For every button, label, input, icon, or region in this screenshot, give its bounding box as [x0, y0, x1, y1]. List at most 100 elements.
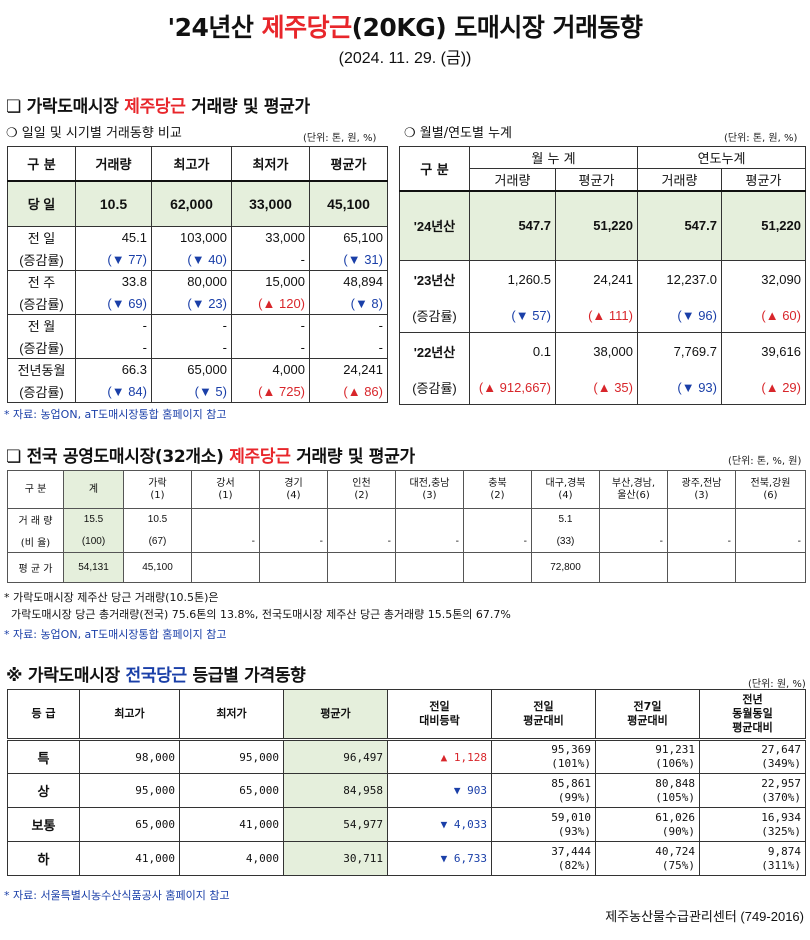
change-cell: (▼ 93) — [637, 370, 722, 405]
table-row: (증감률) - - - - — [7, 336, 388, 359]
change-cell: - — [309, 336, 388, 359]
column-header: 최저가 — [231, 146, 310, 181]
value-cell — [599, 508, 668, 531]
row-label: '23년산 — [399, 260, 470, 299]
section2-unit: (단위: 톤, %, 원) — [728, 456, 802, 467]
avg-price: 96,497 — [283, 739, 388, 774]
table-row: (증감률) (▼ 57) (▲ 111) (▼ 96) (▲ 60) — [399, 298, 806, 333]
table-row: 거 래 량 15.5 10.5 5.1 — [7, 508, 806, 531]
change-cell: - — [231, 336, 310, 359]
comparison-pct: (75%) — [661, 858, 695, 872]
value-cell: 33,000 — [231, 226, 310, 249]
value-cell: - — [599, 530, 668, 553]
comparison-avg: 37,444 — [551, 844, 591, 858]
daily-diff: ▼ 903 — [387, 773, 492, 808]
change-cell: (▼ 77) — [75, 248, 152, 271]
value-cell: 33.8 — [75, 270, 152, 293]
row-label: 전 일 — [7, 226, 76, 249]
value-cell: 4,000 — [231, 358, 310, 381]
column-header: 평균가 — [283, 689, 388, 741]
comparison-pct: (325%) — [761, 824, 801, 838]
comparison-cell: 27,647 (349%) — [699, 739, 806, 774]
section1-left-subtitle: ❍ 일일 및 시기별 거래동향 비교 — [6, 126, 182, 141]
change-cell: - — [75, 336, 152, 359]
min-price: 65,000 — [179, 773, 284, 808]
row-label: 당 일 — [7, 179, 76, 227]
value-cell: 24,241 — [555, 260, 638, 299]
column-header-line: (1) — [218, 489, 233, 501]
change-cell: (▲ 912,667) — [469, 370, 556, 405]
table-row: 평 균 가 54,131 45,100 72,800 — [7, 552, 806, 583]
change-cell: (▼ 96) — [637, 298, 722, 333]
row-label: 평 균 가 — [7, 552, 64, 583]
comparison-cell: 91,231 (106%) — [595, 739, 700, 774]
current-value: 547.7 — [469, 189, 556, 261]
value-cell: - — [231, 314, 310, 337]
column-header: 최고가 — [151, 146, 232, 181]
table-row: '24년산 547.7 51,220 547.7 51,220 — [399, 189, 806, 261]
change-cell: (▼ 84) — [75, 380, 152, 403]
value-cell: (33) — [531, 530, 600, 553]
column-header: 광주,전남 (3) — [667, 470, 736, 509]
value-cell — [191, 508, 260, 531]
footer-center: 제주농산물수급관리센터 (749-2016) — [605, 909, 804, 924]
value-cell — [735, 508, 806, 531]
change-cell: (▼ 8) — [309, 292, 388, 315]
value-cell: 65,000 — [151, 358, 232, 381]
value-cell: 0.1 — [469, 332, 556, 371]
column-header-line: 계 — [88, 483, 99, 495]
value-cell: - — [191, 530, 260, 553]
table-row: 전 일 45.1 103,000 33,000 65,100 — [7, 226, 388, 249]
row-label: (증감률) — [7, 336, 76, 359]
avg-price: 30,711 — [283, 841, 388, 876]
value-cell: - — [463, 530, 532, 553]
table-row: (증감률) (▼ 84) (▼ 5) (▲ 725) (▲ 86) — [7, 380, 388, 403]
value-cell: (100) — [63, 530, 124, 553]
section1-right-unit: (단위: 톤, 원, %) — [724, 133, 798, 144]
value-cell: 38,000 — [555, 332, 638, 371]
today-value: 33,000 — [231, 179, 310, 227]
row-label: '24년산 — [399, 189, 470, 261]
column-header: 평균가 — [721, 168, 806, 191]
value-cell: 45.1 — [75, 226, 152, 249]
change-cell: (▼ 23) — [151, 292, 232, 315]
change-cell: (▲ 86) — [309, 380, 388, 403]
table-row: 상 95,000 65,000 84,958 ▼ 903 85,861 (99%) 80,84… — [7, 773, 806, 808]
table-row: (증감률) (▼ 77) (▼ 40) - (▼ 31) — [7, 248, 388, 271]
comparison-pct: (93%) — [557, 824, 591, 838]
column-header-line: (6) — [763, 489, 778, 501]
section1-right-subtitle: ❍ 월별/연도별 누계 — [404, 126, 513, 141]
min-price: 41,000 — [179, 807, 284, 842]
comparison-cell: 37,444 (82%) — [491, 841, 596, 876]
comparison-pct: (90%) — [661, 824, 695, 838]
row-label: (증감률) — [399, 370, 470, 405]
column-header: 거래량 — [637, 168, 722, 191]
column-header-line: 대전,충남 — [409, 477, 450, 489]
change-cell: (▲ 60) — [721, 298, 806, 333]
comparison-avg: 40,724 — [655, 844, 695, 858]
value-cell — [463, 508, 532, 531]
column-header-line: 경기 — [284, 477, 303, 489]
section2-note-line1: * 가락도매시장 제주산 당근 거래량(10.5톤)은 — [4, 591, 219, 604]
table-row: 보통 65,000 41,000 54,977 ▼ 4,033 59,010 (93%) 61… — [7, 807, 806, 842]
column-header: 평균가 — [309, 146, 388, 181]
value-cell: 15,000 — [231, 270, 310, 293]
comparison-avg: 95,369 — [551, 743, 591, 756]
comparison-avg: 22,957 — [761, 776, 801, 790]
column-header-line: 강서 — [216, 477, 235, 489]
row-label: (증감률) — [399, 298, 470, 333]
column-header: 대구,경북 (4) — [531, 470, 600, 509]
avg-price: 54,977 — [283, 807, 388, 842]
table-row: 전 월---- — [7, 314, 388, 337]
change-cell: - — [231, 248, 310, 271]
column-header: 부산,경남, 울산(6) — [599, 470, 668, 509]
comparison-cell: 16,934 (325%) — [699, 807, 806, 842]
value-cell: 54,131 — [63, 552, 124, 583]
column-header: 강서 (1) — [191, 470, 260, 509]
comparison-cell: 40,724 (75%) — [595, 841, 700, 876]
column-header-line: 대구,경북 — [545, 477, 586, 489]
grade-label: 보통 — [7, 807, 80, 842]
grade-label: 상 — [7, 773, 80, 808]
